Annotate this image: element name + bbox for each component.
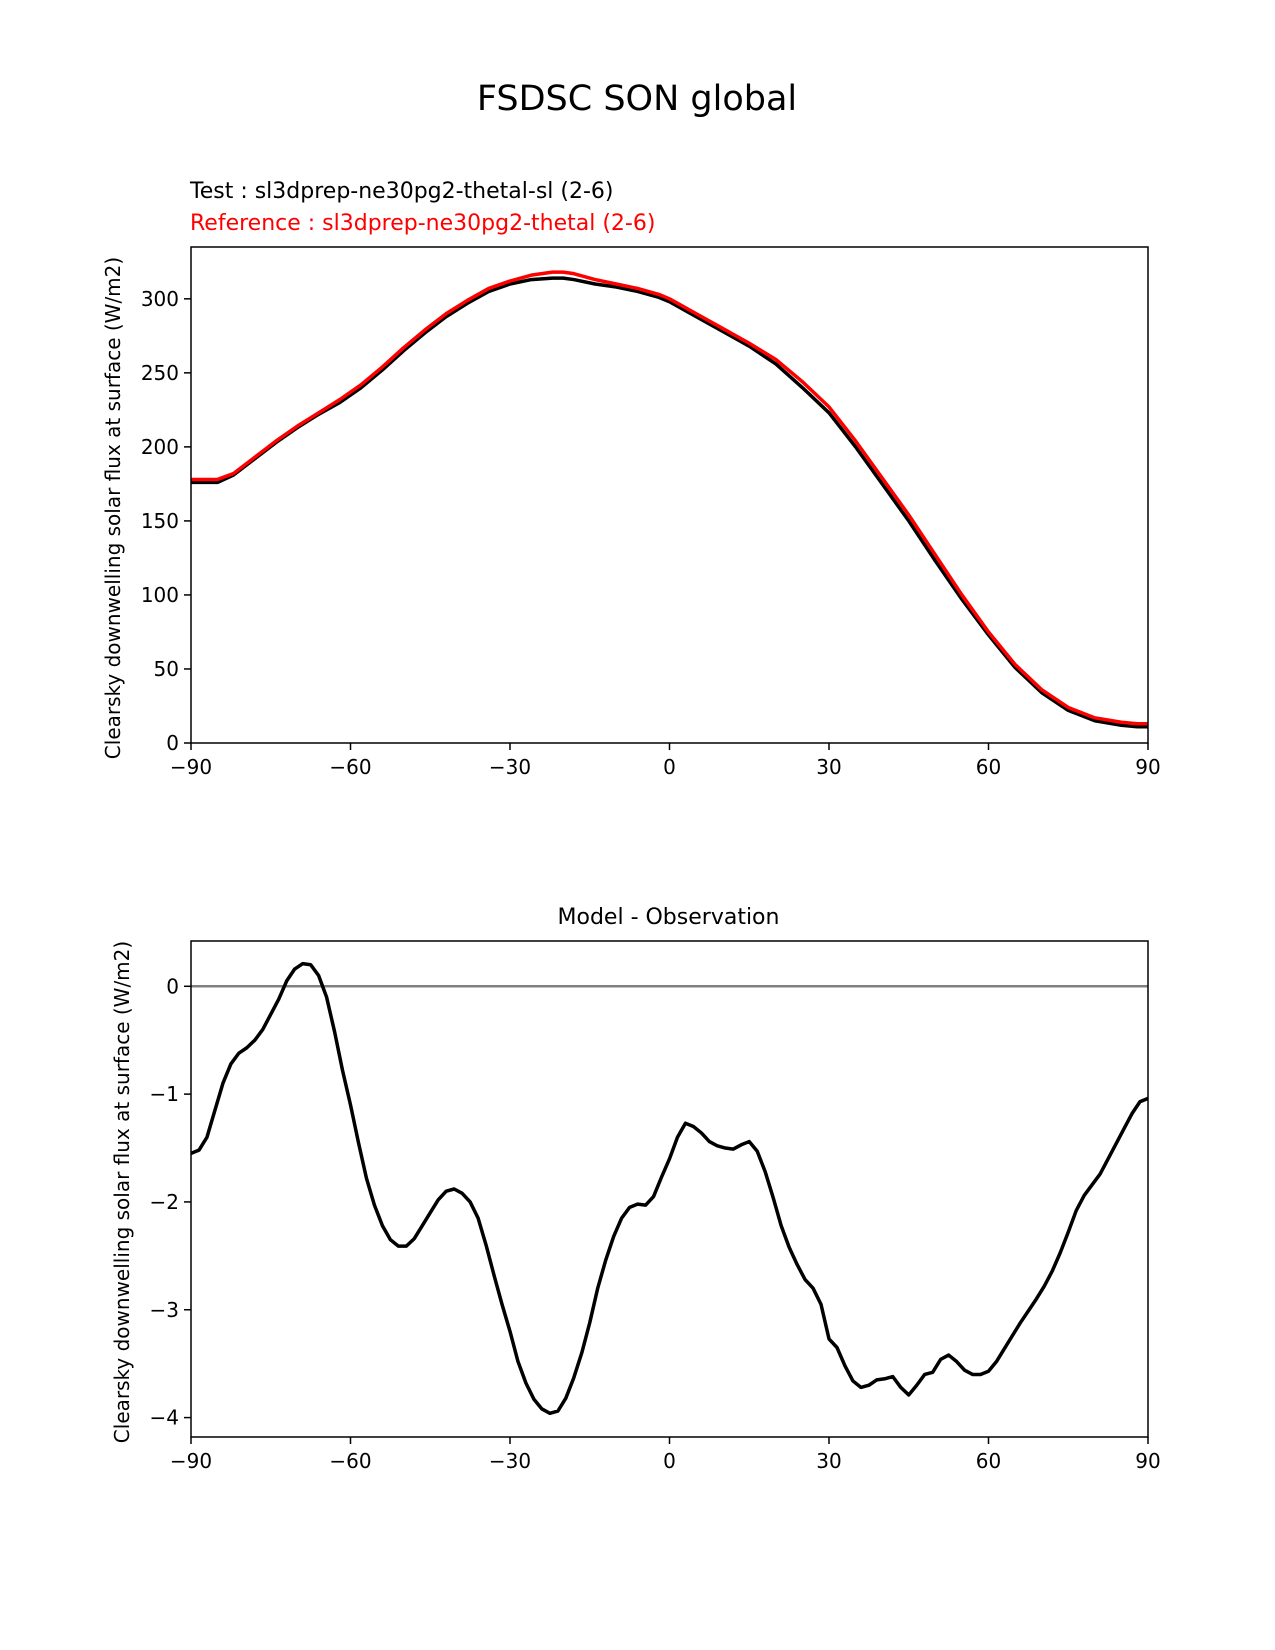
top-plot-area: −90 −60 −30 0 30 60 90 0 50 100 150 200 250 300 [141, 246, 1161, 779]
reference-label: Reference : sl3dprep-ne30pg2-thetal (2-6… [190, 211, 655, 236]
top-ytick-label: 0 [166, 731, 179, 755]
bottom-title: Model - Observation [558, 905, 780, 930]
top-ytick-label: 50 [154, 657, 179, 681]
top-series-test-line [191, 276, 1148, 729]
top-xtick-label: 0 [663, 755, 676, 779]
bottom-ytick-label: −2 [150, 1190, 179, 1214]
top-ylabel: Clearsky downwelling solar flux at surfa… [101, 257, 125, 759]
top-xtick-label: 60 [976, 755, 1001, 779]
top-xtick-label: 90 [1135, 755, 1160, 779]
test-label: Test : sl3dprep-ne30pg2-thetal-sl (2-6) [189, 179, 614, 204]
bottom-ytick-label: −4 [150, 1406, 179, 1430]
top-xtick-label: −60 [329, 755, 371, 779]
bottom-xtick-label: 90 [1135, 1449, 1160, 1473]
top-series-reference-line [191, 270, 1148, 726]
top-xtick-label: −30 [489, 755, 531, 779]
bottom-ylabel: Clearsky downwelling solar flux at surfa… [110, 941, 134, 1443]
top-panel: Test : sl3dprep-ne30pg2-thetal-sl (2-6) … [101, 179, 1161, 779]
top-ytick-label: 300 [141, 287, 179, 311]
figure-suptitle: FSDSC SON global [477, 79, 797, 119]
bottom-panel: Model - Observation Clearsky downwelling… [110, 905, 1161, 1473]
bottom-xtick-label: 60 [976, 1449, 1001, 1473]
top-ytick-label: 150 [141, 509, 179, 533]
bottom-ytick-label: 0 [166, 974, 179, 998]
bottom-ytick-label: −3 [150, 1298, 179, 1322]
bottom-plot-area: −90 −60 −30 0 30 60 90 −4 −3 −2 −1 0 [150, 940, 1161, 1473]
top-ytick-label: 250 [141, 361, 179, 385]
bottom-xtick-label: −30 [489, 1449, 531, 1473]
bottom-series-diff-line [190, 961, 1149, 1416]
top-ytick-label: 100 [141, 583, 179, 607]
top-xtick-label: −90 [170, 755, 212, 779]
bottom-xtick-label: −60 [329, 1449, 371, 1473]
bottom-xtick-label: −90 [170, 1449, 212, 1473]
top-xtick-label: 30 [816, 755, 841, 779]
bottom-xtick-label: 30 [816, 1449, 841, 1473]
top-ytick-label: 200 [141, 435, 179, 459]
bottom-xtick-label: 0 [663, 1449, 676, 1473]
bottom-ytick-label: −1 [150, 1082, 179, 1106]
